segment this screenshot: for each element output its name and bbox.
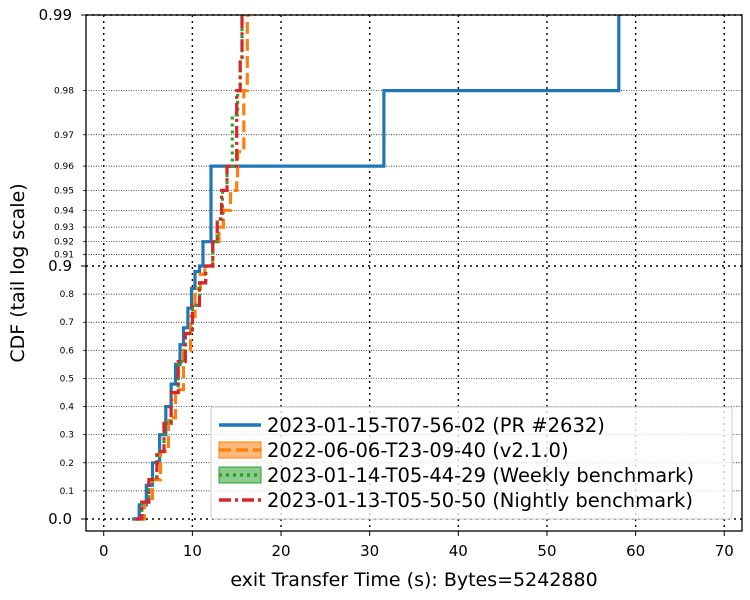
series-line — [132, 15, 621, 521]
y-minor-tick-label: 0.97 — [54, 131, 74, 141]
x-tick-label: 70 — [715, 542, 734, 560]
legend: 2023-01-15-T07-56-02 (PR #2632)2022-06-0… — [210, 406, 733, 520]
y-major-tick-label: 0.99 — [39, 6, 72, 24]
legend-box — [210, 406, 733, 520]
series-lines — [132, 15, 621, 521]
legend-label: 2023-01-15-T07-56-02 (PR #2632) — [267, 414, 605, 437]
legend-label: 2023-01-13-T05-50-50 (Nightly benchmark) — [267, 489, 693, 512]
y-minor-tick-label: 0.92 — [54, 238, 74, 248]
x-tick-label: 50 — [537, 542, 556, 560]
x-axis-title: exit Transfer Time (s): Bytes=5242880 — [230, 569, 597, 591]
y-minor-tick-label: 0.1 — [60, 487, 74, 497]
y-minor-tick-label: 0.93 — [54, 223, 74, 233]
y-minor-tick-label: 0.4 — [60, 403, 75, 413]
x-tick-label: 60 — [626, 542, 645, 560]
x-tick-label: 0 — [99, 542, 109, 560]
y-minor-tick-label: 0.7 — [60, 318, 74, 328]
y-minor-tick-label: 0.8 — [60, 290, 75, 300]
y-major-tick-label: 0.0 — [48, 510, 72, 528]
x-tick-label: 30 — [360, 542, 379, 560]
y-axis-title: CDF (tail log scale) — [7, 183, 29, 362]
series-line — [134, 15, 244, 521]
x-tick-label: 40 — [449, 542, 468, 560]
x-tick-label: 20 — [271, 542, 290, 560]
y-minor-tick-label: 0.98 — [54, 87, 74, 97]
y-minor-tick-label: 0.95 — [54, 186, 74, 196]
x-tick-label: 10 — [183, 542, 202, 560]
legend-label: 2023-01-14-T05-44-29 (Weekly benchmark) — [267, 464, 694, 487]
y-major-tick-label: 0.9 — [48, 257, 72, 275]
tick-marks — [81, 14, 725, 536]
axes-frame — [85, 14, 743, 532]
y-minor-tick-label: 0.91 — [54, 251, 74, 261]
legend-label: 2022-06-06-T23-09-40 (v2.1.0) — [267, 439, 569, 462]
y-minor-tick-label: 0.96 — [54, 162, 74, 172]
y-minor-tick-label: 0.3 — [60, 431, 74, 441]
y-minor-tick-label: 0.6 — [60, 346, 75, 356]
tick-labels: 0 10 20 30 40 50 60 70 0.1 0.2 0.3 0.4 0.5 0.6 0.7 0.8 0… — [39, 6, 734, 560]
y-minor-tick-label: 0.2 — [60, 459, 74, 469]
y-minor-tick-label: 0.94 — [54, 206, 74, 216]
y-minor-tick-label: 0.5 — [60, 374, 74, 384]
